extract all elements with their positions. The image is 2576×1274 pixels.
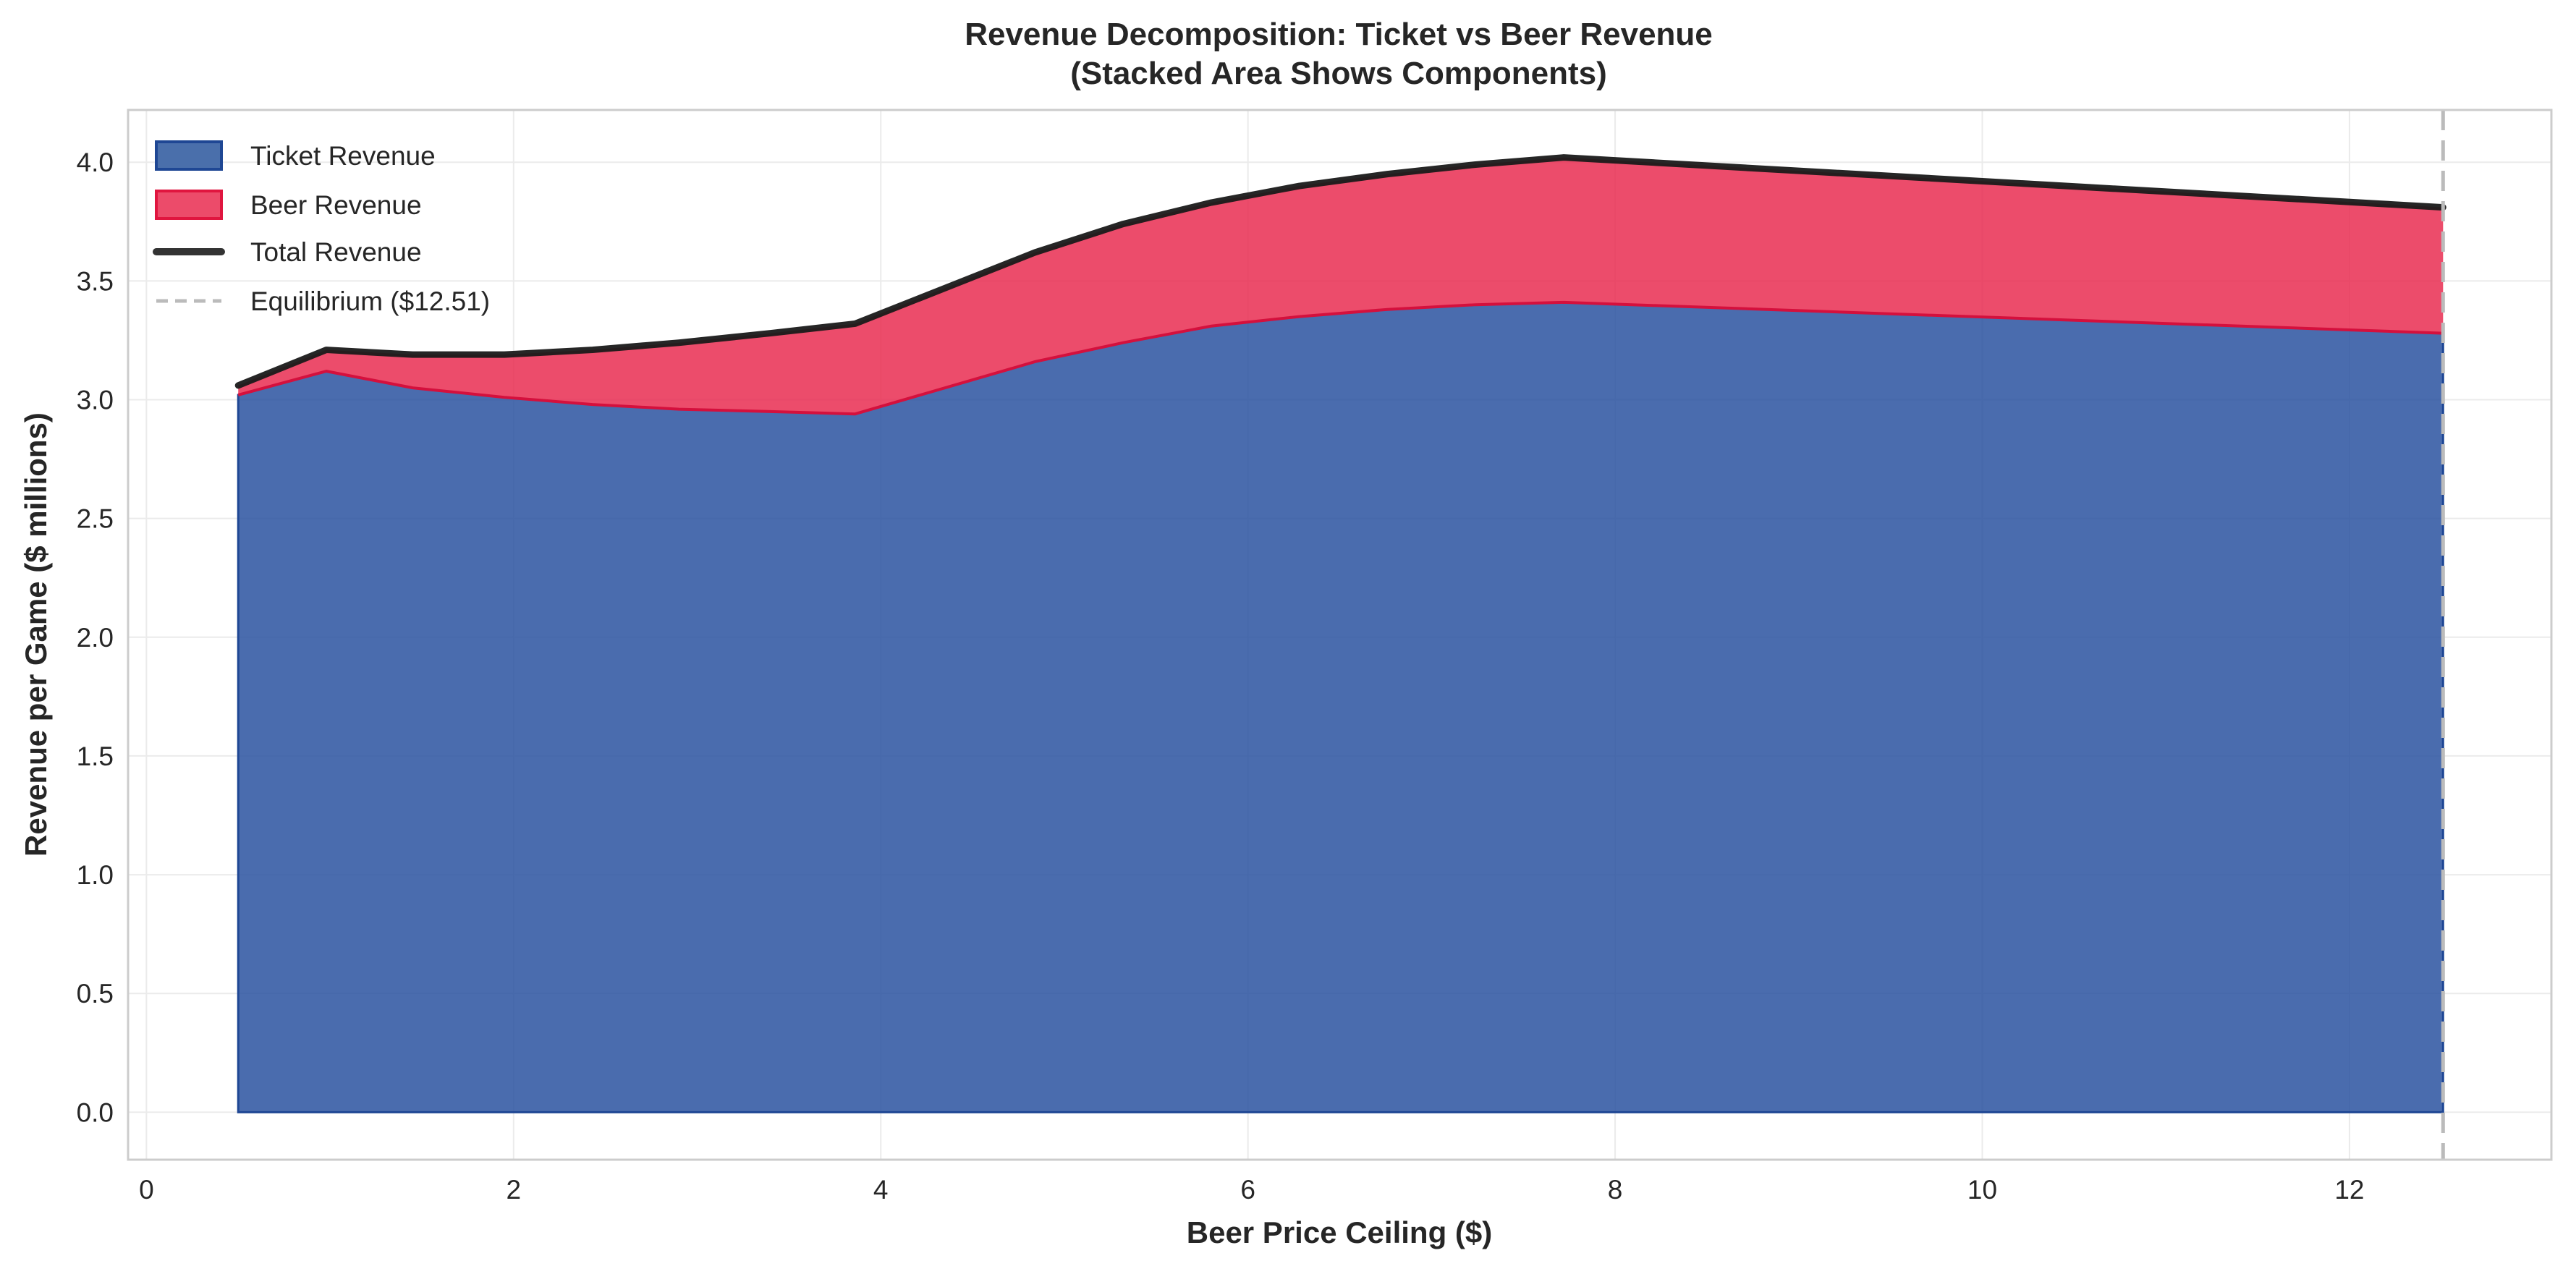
chart-title: Revenue Decomposition: Ticket vs Beer Re…: [965, 17, 1713, 52]
x-tick-label: 0: [139, 1175, 154, 1205]
legend-label-beer: Beer Revenue: [250, 190, 422, 220]
legend-label-ticket: Ticket Revenue: [250, 141, 436, 171]
legend: Ticket Revenue Beer Revenue Total Revenu…: [153, 140, 490, 316]
y-tick-label: 3.5: [77, 266, 114, 296]
y-tick-label: 2.5: [77, 504, 114, 534]
plot-frame: [127, 109, 2553, 1161]
beer-revenue-area: [238, 157, 2444, 415]
y-tick-label: 0.5: [77, 979, 114, 1008]
plot-areas: [234, 110, 2446, 1160]
beer-area-lower-edge: [237, 300, 2444, 416]
ticket-revenue-area: [237, 301, 2444, 1113]
x-tick-label: 2: [507, 1175, 522, 1205]
x-tick-label: 4: [873, 1175, 889, 1205]
x-tick-label: 6: [1240, 1175, 1255, 1205]
y-tick-label: 0.0: [77, 1097, 114, 1127]
y-tick-label: 3.0: [77, 386, 114, 415]
axis-ticks: 0 2 4 6 8 10 12 0.0 0.5 1.0 1.5 2.0 2.5 3.0 3.5 4.0: [77, 148, 2365, 1205]
y-axis-label: Revenue per Game ($ millions): [19, 412, 53, 857]
legend-swatch-beer: [155, 190, 223, 220]
y-tick-label: 4.0: [77, 148, 114, 177]
chart-subtitle: (Stacked Area Shows Components): [1070, 56, 1607, 91]
y-tick-label: 1.5: [77, 742, 114, 771]
y-tick-label: 1.0: [77, 860, 114, 890]
y-tick-label: 2.0: [77, 623, 114, 653]
x-tick-label: 12: [2334, 1175, 2364, 1205]
legend-label-equilibrium: Equilibrium ($12.51): [250, 286, 490, 316]
legend-swatch-ticket: [155, 140, 223, 171]
x-tick-label: 10: [1967, 1175, 1997, 1205]
x-axis-label: Beer Price Ceiling ($): [1187, 1215, 1492, 1249]
legend-label-total: Total Revenue: [250, 237, 422, 267]
x-tick-label: 8: [1608, 1175, 1623, 1205]
total-revenue-line: [234, 154, 2446, 389]
